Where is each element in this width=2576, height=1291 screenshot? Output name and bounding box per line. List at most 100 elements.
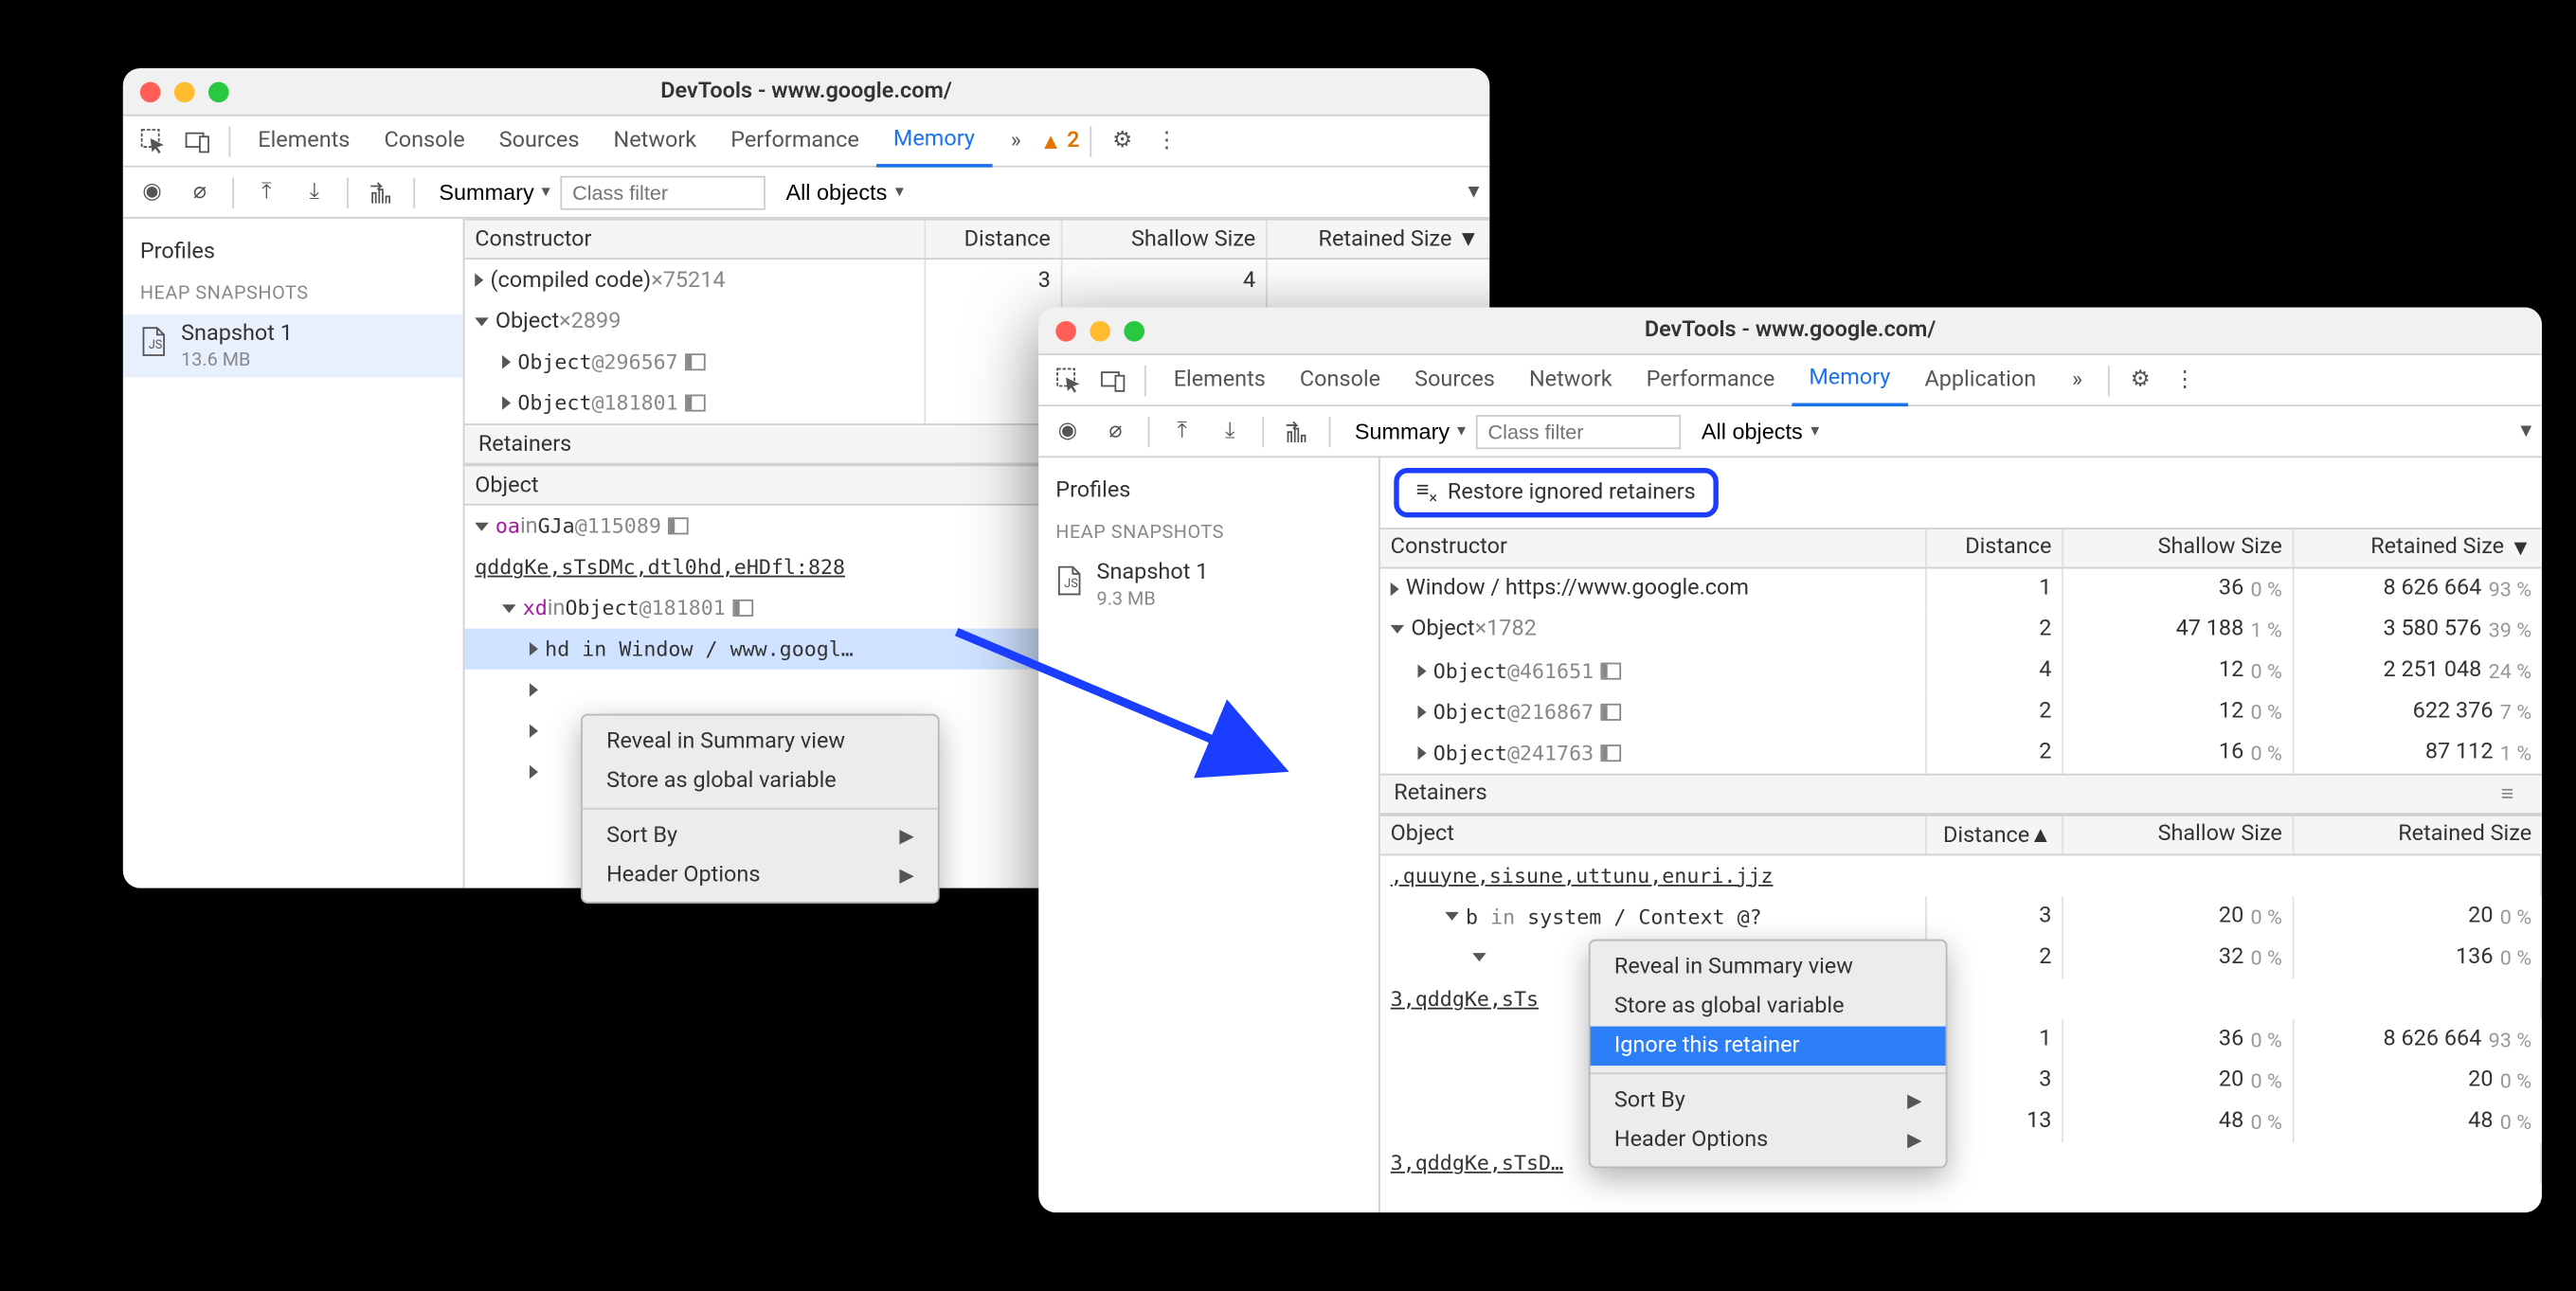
objects-select[interactable]: All objects — [776, 176, 919, 208]
ret-col-retained[interactable]: Retained Size — [2294, 816, 2541, 853]
profiles-sidebar: Profiles HEAP SNAPSHOTS JS Snapshot 1 9.… — [1038, 457, 1380, 1212]
titlebar: DevTools - www.google.com/ — [123, 68, 1489, 116]
context-menu-right: Reveal in Summary view Store as global v… — [1589, 940, 1948, 1169]
heap-snapshot-icon: JS — [1055, 566, 1083, 604]
col-distance[interactable]: Distance — [926, 221, 1062, 259]
table-row[interactable]: Object @461651 4120 %2 251 04824 % — [1380, 650, 2542, 690]
col-retained[interactable]: Retained Size ▼ — [1268, 221, 1489, 259]
record-icon[interactable]: ◉ — [134, 173, 171, 211]
retainer-row[interactable]: 3,qddgKe,sTsD… — [1380, 1142, 2542, 1183]
tab-console[interactable]: Console — [367, 116, 481, 167]
inspect-icon[interactable] — [1049, 360, 1090, 401]
ctx-header-options[interactable]: Header Options▶ — [583, 855, 938, 894]
col-constructor[interactable]: Constructor — [1380, 529, 1927, 566]
ctx-store[interactable]: Store as global variable — [583, 762, 938, 800]
snapshot-name: Snapshot 1 — [181, 321, 293, 348]
retainer-row[interactable]: ,quuyne,sisune,uttunu,enuri.jjz — [1380, 855, 2542, 896]
tab-application[interactable]: Application — [1907, 354, 2053, 405]
retainers-title: Retainers ≡ — [1380, 773, 2542, 814]
profiles-sidebar: Profiles HEAP SNAPSHOTS JS Snapshot 1 13… — [123, 219, 465, 888]
memory-toolbar: ◉ ⌀ ⤒ ⤓ Summary All objects ▾ — [123, 168, 1489, 219]
table-row[interactable]: Window / https://www.google.com1360 %8 6… — [1380, 568, 2542, 609]
col-constructor[interactable]: Constructor — [464, 221, 926, 259]
download-icon[interactable]: ⤓ — [1211, 412, 1249, 450]
view-select[interactable]: Summary — [1344, 415, 1481, 447]
upload-icon[interactable]: ⤒ — [247, 173, 285, 211]
tab-elements[interactable]: Elements — [241, 116, 367, 167]
tab-console[interactable]: Console — [1283, 354, 1397, 405]
svg-text:JS: JS — [1064, 578, 1078, 592]
snapshot-name: Snapshot 1 — [1097, 560, 1209, 586]
snapshot-item[interactable]: JS Snapshot 1 13.6 MB — [123, 314, 463, 377]
more-tabs[interactable]: » — [996, 120, 1036, 161]
more-tabs[interactable]: » — [2057, 360, 2098, 401]
ctx-reveal[interactable]: Reveal in Summary view — [583, 723, 938, 762]
retainer-row[interactable]: 2320 %1360 % — [1380, 937, 2542, 977]
hamburger-icon[interactable]: ≡ — [2501, 780, 2529, 807]
device-icon[interactable] — [178, 120, 219, 161]
table-row[interactable]: Object ×1782247 1881 %3 580 57639 % — [1380, 609, 2542, 650]
col-shallow[interactable]: Shallow Size — [2063, 529, 2294, 566]
class-filter-input[interactable] — [560, 175, 765, 209]
ctx-ignore-retainer[interactable]: Ignore this retainer — [1591, 1027, 1946, 1066]
table-row[interactable]: Object @241763 2160 %87 1121 % — [1380, 732, 2542, 773]
ret-col-distance[interactable]: Distance▲ — [1927, 816, 2063, 853]
ctx-store[interactable]: Store as global variable — [1591, 987, 1946, 1026]
restore-ignored-button[interactable]: ≡× Restore ignored retainers — [1394, 468, 1718, 517]
kebab-icon[interactable]: ⋮ — [1146, 120, 1187, 161]
heap-section-label: HEAP SNAPSHOTS — [123, 272, 463, 314]
main-panel: ≡× Restore ignored retainers Constructor… — [1380, 457, 2542, 1212]
retainer-row[interactable]: 1360 %8 626 66493 % — [1380, 1019, 2542, 1060]
tab-elements[interactable]: Elements — [1157, 354, 1283, 405]
download-icon[interactable]: ⤓ — [296, 173, 333, 211]
retainer-row[interactable]: 13480 %480 % — [1380, 1101, 2542, 1141]
upload-icon[interactable]: ⤒ — [1163, 412, 1201, 450]
inspect-icon[interactable] — [134, 120, 174, 161]
snapshot-size: 9.3 MB — [1097, 587, 1209, 610]
ret-col-object[interactable]: Object — [1380, 816, 1927, 853]
col-retained[interactable]: Retained Size ▼ — [2294, 529, 2541, 566]
device-icon[interactable] — [1093, 360, 1134, 401]
ctx-sort[interactable]: Sort By▶ — [583, 816, 938, 855]
window-title: DevTools - www.google.com/ — [1038, 317, 2542, 343]
gc-icon[interactable] — [1278, 412, 1316, 450]
snapshot-item[interactable]: JS Snapshot 1 9.3 MB — [1038, 553, 1378, 616]
heap-section-label: HEAP SNAPSHOTS — [1038, 511, 1378, 553]
ctx-reveal[interactable]: Reveal in Summary view — [1591, 948, 1946, 987]
objects-select[interactable]: All objects — [1691, 415, 1834, 447]
tab-performance[interactable]: Performance — [1630, 354, 1792, 405]
col-distance[interactable]: Distance — [1927, 529, 2063, 566]
tab-sources[interactable]: Sources — [482, 116, 597, 167]
tab-network[interactable]: Network — [1512, 354, 1630, 405]
table-row[interactable]: Object @216867 2120 %622 3767 % — [1380, 691, 2542, 732]
retainer-row[interactable]: 3,qddgKe,sTs — [1380, 977, 2542, 1018]
retainers-header: Object Distance▲ Shallow Size Retained S… — [1380, 814, 2542, 854]
clear-icon[interactable]: ⌀ — [181, 173, 219, 211]
tab-memory[interactable]: Memory — [1792, 354, 1907, 405]
clear-icon[interactable]: ⌀ — [1097, 412, 1135, 450]
gear-icon[interactable]: ⚙ — [1102, 120, 1143, 161]
tab-memory[interactable]: Memory — [876, 116, 992, 167]
heap-snapshot-icon: JS — [140, 327, 168, 365]
issues-badge[interactable]: ▲ 2 — [1039, 127, 1079, 154]
view-select[interactable]: Summary — [429, 176, 566, 208]
tab-performance[interactable]: Performance — [713, 116, 876, 167]
tab-network[interactable]: Network — [596, 116, 713, 167]
memory-toolbar: ◉ ⌀ ⤒ ⤓ Summary All objects ▾ — [1038, 406, 2542, 457]
filter-list-icon: ≡× — [1416, 476, 1437, 509]
col-shallow[interactable]: Shallow Size — [1062, 221, 1267, 259]
class-filter-input[interactable] — [1476, 414, 1681, 448]
record-icon[interactable]: ◉ — [1049, 412, 1087, 450]
kebab-icon[interactable]: ⋮ — [2164, 360, 2205, 401]
panel-tabs: ElementsConsoleSourcesNetworkPerformance… — [1038, 355, 2542, 406]
table-row[interactable]: (compiled code) ×7521434 — [464, 260, 1489, 300]
ret-col-shallow[interactable]: Shallow Size — [2063, 816, 2294, 853]
gc-icon[interactable] — [362, 173, 400, 211]
constructors-header: Constructor Distance Shallow Size Retain… — [1380, 527, 2542, 567]
ctx-sort[interactable]: Sort By▶ — [1591, 1081, 1946, 1120]
tab-sources[interactable]: Sources — [1397, 354, 1512, 405]
retainer-row[interactable]: b in system / Context @?3200 %200 % — [1380, 896, 2542, 937]
gear-icon[interactable]: ⚙ — [2120, 360, 2161, 401]
retainer-row[interactable]: 3200 %200 % — [1380, 1060, 2542, 1101]
ctx-header-options[interactable]: Header Options▶ — [1591, 1121, 1946, 1159]
